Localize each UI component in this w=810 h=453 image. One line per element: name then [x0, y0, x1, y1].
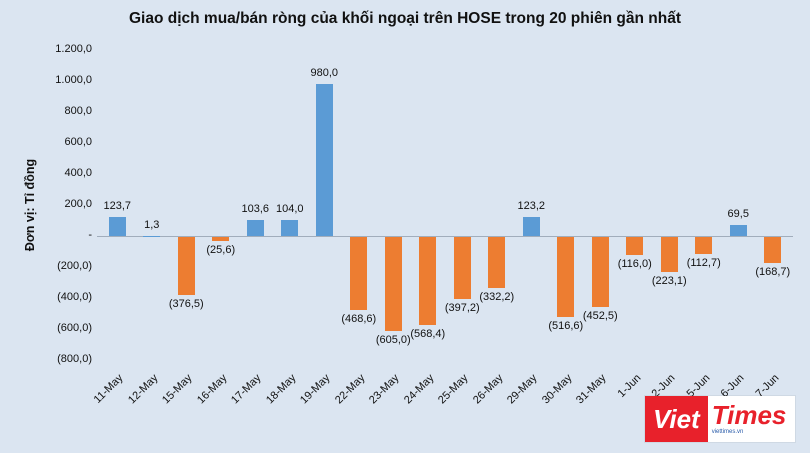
bar-11-May [108, 216, 126, 236]
bar-22-May [350, 237, 368, 310]
bar-2-Jun [660, 237, 678, 272]
bar-15-May [177, 237, 195, 296]
bar-value-label: (568,4) [410, 328, 446, 341]
bar-value-label: 980,0 [310, 67, 339, 80]
y-axis-tick-label: (800,0) [57, 353, 92, 365]
bar-18-May [281, 219, 299, 236]
bar-value-label: (452,5) [582, 310, 618, 323]
bar-31-May [591, 237, 609, 308]
bar-value-label: (223,1) [651, 274, 687, 287]
bar-value-label: 123,2 [517, 199, 546, 212]
bar-5-Jun [695, 237, 713, 255]
y-axis-tick-label: 1.200,0 [55, 43, 92, 55]
bar-value-label: (468,6) [341, 312, 377, 325]
bar-value-label: 123,7 [103, 199, 132, 212]
bar-26-May [488, 237, 506, 289]
chart-title: Giao dịch mua/bán ròng của khối ngoại tr… [128, 10, 682, 27]
bar-value-label: (116,0) [617, 257, 652, 270]
y-axis-tick-label: 200,0 [64, 198, 92, 210]
bar-value-label: (112,7) [686, 257, 721, 270]
bar-value-label: (25,6) [206, 243, 236, 256]
bar-value-label: 104,0 [275, 202, 304, 215]
bar-7-Jun [764, 237, 782, 264]
viettimes-logo: Viet Times viettimes.vn [645, 396, 795, 442]
bar-16-May [212, 237, 230, 241]
y-axis-tick-label: (400,0) [57, 291, 92, 303]
bar-6-Jun [729, 225, 747, 236]
bar-value-label: 69,5 [727, 208, 749, 221]
y-axis-tick-label: 600,0 [64, 136, 92, 148]
logo-red-block: Viet [645, 396, 708, 442]
logo-right-block: Times viettimes.vn [708, 396, 791, 442]
y-axis-tick-label: 400,0 [64, 167, 92, 179]
y-axis-tick-label: (200,0) [57, 260, 92, 272]
bar-29-May [522, 216, 540, 236]
bar-value-label: (168,7) [755, 266, 791, 279]
y-axis-tick-label: 1.000,0 [55, 74, 92, 86]
bar-24-May [419, 237, 437, 326]
bar-value-label: (332,2) [479, 291, 515, 304]
bar-value-label: (605,0) [375, 333, 411, 346]
x-axis-line [97, 236, 793, 237]
bar-12-May [143, 235, 161, 237]
bar-23-May [384, 237, 402, 331]
bar-25-May [453, 237, 471, 299]
bar-value-label: (397,2) [444, 301, 480, 314]
logo-text-times: Times [711, 400, 787, 430]
y-axis-tick-label: - [88, 229, 92, 241]
logo-text-viet: Viet [653, 403, 700, 434]
bar-value-label: (516,6) [548, 320, 584, 333]
bar-17-May [246, 219, 264, 236]
bar-1-Jun [626, 237, 644, 255]
bar-value-label: (376,5) [168, 298, 204, 311]
y-axis-tick-label: 800,0 [64, 105, 92, 117]
y-axis-tick-label: (600,0) [57, 322, 92, 334]
logo-tagline: viettimes.vn [711, 429, 744, 435]
bar-19-May [315, 84, 333, 236]
bar-30-May [557, 237, 575, 318]
bar-value-label: 103,6 [241, 202, 270, 215]
bar-value-label: 1,3 [144, 218, 160, 231]
